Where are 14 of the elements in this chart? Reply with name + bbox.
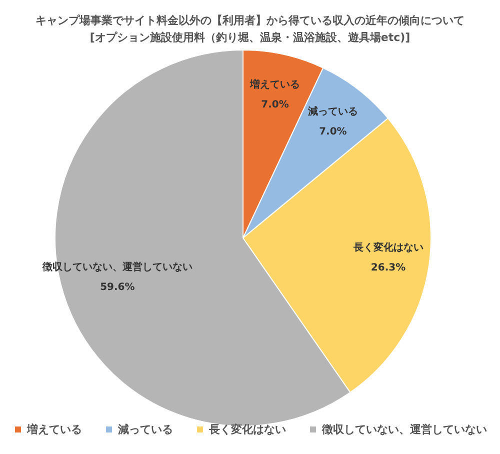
slice-label: 減っている: [306, 106, 358, 118]
legend-label: 徴収していない、運営していない: [321, 423, 487, 436]
chart-title: キャンプ場事業でサイト料金以外の【利用者】から得ている収入の近年の傾向について: [36, 14, 464, 27]
data-label: 26.3%: [370, 262, 406, 274]
data-label: 7.0%: [261, 99, 289, 110]
legend-label: 増えている: [26, 423, 82, 436]
slice-label: 徴収していない、運営していない: [41, 260, 192, 273]
slice-label: 長く変化はない: [352, 241, 424, 254]
data-label: 59.6%: [100, 282, 135, 293]
data-label: 7.0%: [319, 126, 347, 138]
chart-subtitle: [オプション施設使用料（釣り堀、温泉・温浴施設、遊具場etc)]: [90, 31, 410, 44]
legend-label: 長く変化はない: [208, 423, 286, 436]
slice-label: 増えている: [249, 78, 300, 90]
legend-label: 減っている: [117, 423, 173, 436]
